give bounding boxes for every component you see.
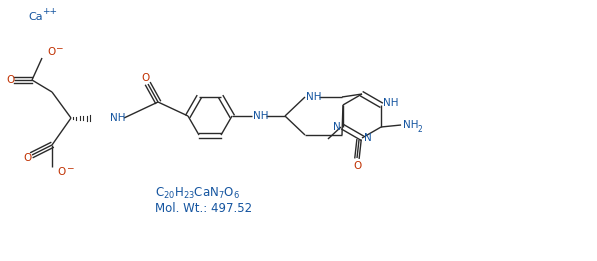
Text: 2: 2 xyxy=(417,124,422,133)
Text: NH: NH xyxy=(306,92,322,102)
Text: NH: NH xyxy=(253,111,269,121)
Text: −: − xyxy=(66,163,73,173)
Text: NH: NH xyxy=(383,98,399,108)
Text: O: O xyxy=(57,167,65,177)
Text: O: O xyxy=(6,75,14,85)
Text: N: N xyxy=(333,122,341,132)
Text: O: O xyxy=(23,153,31,163)
Text: O: O xyxy=(47,47,56,57)
Text: $\mathregular{C_{20}H_{23}CaN_{7}O_{6}}$: $\mathregular{C_{20}H_{23}CaN_{7}O_{6}}$ xyxy=(155,186,240,200)
Text: Ca: Ca xyxy=(28,12,42,22)
Text: Mol. Wt.: 497.52: Mol. Wt.: 497.52 xyxy=(155,203,252,216)
Text: O: O xyxy=(141,73,149,83)
Text: NH: NH xyxy=(110,113,125,123)
Text: ++: ++ xyxy=(42,7,57,16)
Text: O: O xyxy=(353,161,361,171)
Text: −: − xyxy=(55,44,63,52)
Text: N: N xyxy=(364,133,372,143)
Text: NH: NH xyxy=(403,120,418,130)
